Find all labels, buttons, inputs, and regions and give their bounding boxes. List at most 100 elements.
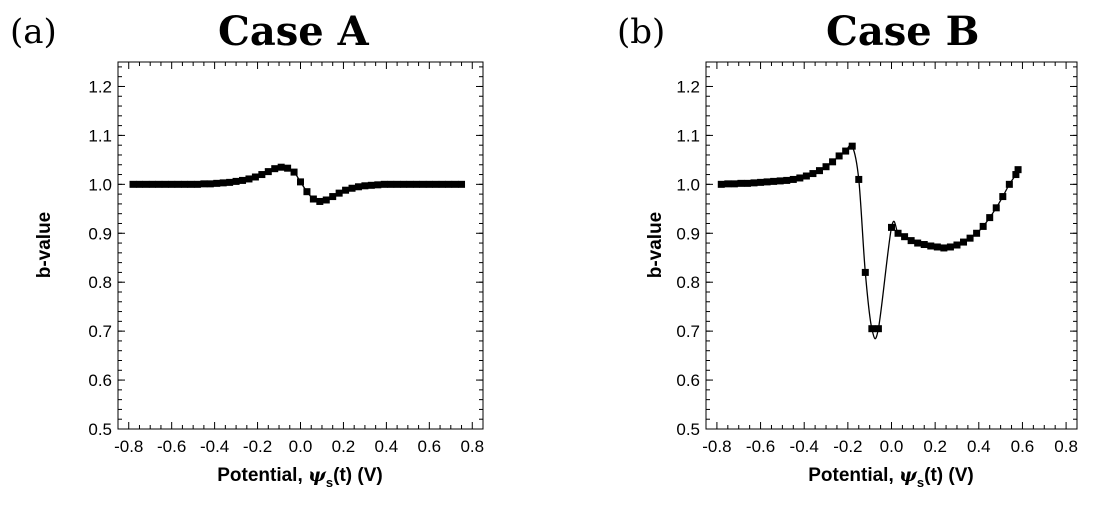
data-point: [986, 214, 994, 222]
data-point: [193, 180, 201, 188]
data-point: [232, 177, 240, 185]
data-point: [412, 180, 420, 188]
data-point: [933, 243, 941, 251]
y-tick-label: 1.0: [88, 175, 112, 194]
data-point: [815, 167, 823, 175]
data-point: [848, 142, 856, 150]
data-point: [213, 179, 221, 187]
x-tick-label: 0.4: [375, 437, 399, 456]
y-tick-label: 1.2: [88, 77, 112, 96]
data-point: [129, 180, 137, 188]
data-point: [400, 180, 408, 188]
data-point: [757, 178, 765, 186]
data-point: [796, 174, 804, 182]
data-point: [966, 234, 974, 242]
data-point: [920, 241, 928, 249]
data-point: [445, 180, 453, 188]
y-axis-title: b-value: [645, 212, 666, 279]
data-point: [342, 186, 350, 194]
data-point: [419, 180, 427, 188]
x-tick-label: -0.8: [702, 437, 731, 456]
data-point: [277, 163, 285, 171]
x-tick-label: 0.6: [418, 437, 442, 456]
data-point: [724, 180, 732, 188]
data-point: [750, 179, 758, 187]
data-point: [322, 196, 330, 204]
data-point: [148, 180, 156, 188]
data-point: [717, 180, 725, 188]
x-tick-label: -0.4: [200, 437, 229, 456]
y-tick-label: 0.5: [88, 420, 112, 439]
data-point: [348, 184, 356, 192]
data-point: [743, 179, 751, 187]
chart-case-a: -0.8 -0.6 -0.4 -0.2 0.0 0.2 0.4 0.6 0.8 0.50.60.…: [34, 61, 484, 490]
data-point: [361, 182, 369, 190]
data-point: [264, 168, 272, 176]
data-point: [999, 193, 1007, 201]
data-point: [940, 244, 948, 252]
data-point: [946, 243, 954, 251]
x-tick-label: 0.4: [967, 437, 991, 456]
data-point: [271, 165, 279, 173]
y-tick-label: 0.8: [88, 273, 112, 292]
series-layer: [717, 142, 1022, 340]
data-point: [914, 239, 922, 247]
data-point: [309, 195, 317, 203]
x-tick-label: 0.0: [289, 437, 313, 456]
data-point: [226, 178, 234, 186]
data-point: [907, 237, 915, 245]
data-point: [829, 158, 837, 166]
data-point: [303, 188, 311, 196]
y-tick-label: 0.7: [88, 322, 112, 341]
data-point: [297, 178, 304, 186]
y-tick-label: 0.5: [676, 420, 700, 439]
data-point: [927, 242, 935, 250]
data-point: [770, 177, 778, 185]
data-point: [155, 180, 163, 188]
x-tick-label: 0.6: [1011, 437, 1035, 456]
data-point: [451, 180, 459, 188]
data-point: [730, 180, 738, 188]
data-point: [367, 181, 375, 189]
data-point: [387, 180, 395, 188]
data-point: [809, 170, 817, 178]
x-tick-label: 0.8: [1054, 437, 1078, 456]
data-point: [953, 241, 961, 249]
data-point: [458, 180, 466, 188]
data-point: [316, 197, 324, 205]
y-tick-label: 0.7: [676, 322, 700, 341]
data-point: [776, 177, 784, 185]
data-point: [888, 223, 895, 231]
data-point: [763, 178, 771, 186]
data-point: [1012, 171, 1020, 179]
data-point: [181, 180, 189, 188]
data-point: [251, 173, 259, 181]
data-point: [789, 175, 797, 183]
x-tick-label: -0.2: [833, 437, 862, 456]
data-point: [894, 229, 902, 237]
data-point: [438, 180, 446, 188]
data-point: [783, 176, 791, 184]
data-point: [142, 180, 150, 188]
data-point: [393, 180, 401, 188]
data-point: [868, 325, 876, 333]
y-tick-label: 0.9: [676, 224, 700, 243]
data-point: [822, 163, 830, 171]
plot-frame: [705, 61, 1078, 430]
data-point: [354, 183, 362, 191]
data-point: [1005, 180, 1013, 188]
data-point: [901, 233, 909, 241]
data-point: [432, 180, 440, 188]
data-point: [1014, 166, 1022, 174]
data-point: [245, 175, 253, 183]
x-tick-label: -0.6: [157, 437, 186, 456]
data-point: [374, 181, 382, 189]
x-axis-title: Potential, ψs(t) (V): [217, 464, 383, 490]
data-point: [161, 180, 169, 188]
y-tick-label: 1.1: [676, 126, 700, 145]
data-point: [992, 204, 1000, 212]
y-tick-label: 1.1: [88, 126, 112, 145]
chart-case-b: -0.8 -0.6 -0.4 -0.2 0.0 0.2 0.4 0.6 0.8 0.50.60.…: [645, 61, 1078, 490]
x-tick-label: -0.8: [114, 437, 143, 456]
plot-frame: [117, 61, 484, 430]
